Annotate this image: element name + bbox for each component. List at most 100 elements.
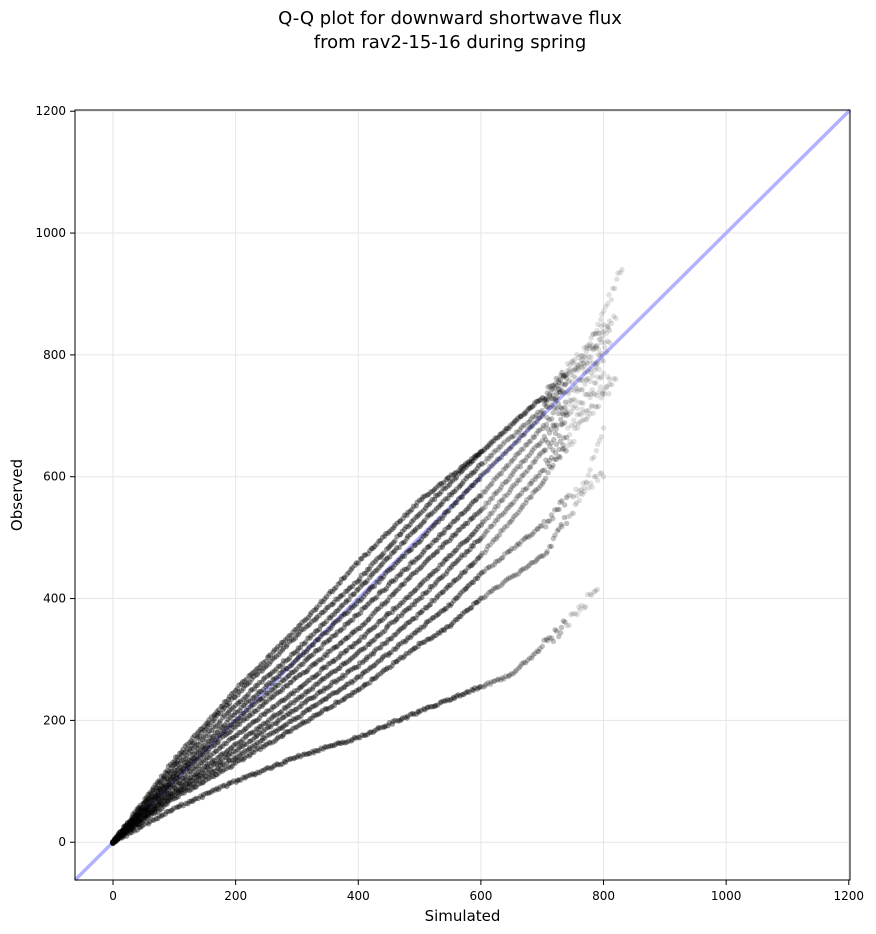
x-tick-label: 600	[469, 889, 492, 903]
data-point	[154, 793, 160, 800]
data-point	[587, 340, 593, 347]
data-point	[143, 812, 149, 819]
data-point	[304, 668, 310, 675]
data-point	[227, 729, 233, 735]
data-point	[194, 731, 200, 737]
data-point	[333, 667, 339, 674]
data-point	[498, 454, 505, 461]
data-point	[506, 520, 512, 526]
data-point	[295, 645, 302, 651]
data-point	[258, 688, 264, 695]
data-point	[140, 815, 146, 821]
data-point	[205, 720, 211, 726]
data-point	[541, 467, 548, 473]
data-point	[498, 431, 505, 438]
data-point	[223, 698, 229, 705]
data-point	[431, 486, 438, 493]
data-point	[422, 559, 428, 566]
data-point	[212, 742, 218, 748]
data-point	[481, 531, 488, 538]
data-point	[433, 595, 440, 601]
data-point	[547, 404, 553, 411]
data-point	[531, 445, 538, 451]
data-point	[216, 745, 223, 752]
data-point	[478, 522, 484, 528]
data-point	[149, 790, 155, 796]
data-point	[294, 656, 301, 662]
data-point	[611, 313, 617, 319]
data-point	[471, 454, 477, 461]
data-point	[520, 411, 527, 417]
data-point	[132, 813, 138, 820]
data-point	[536, 473, 542, 479]
data-point	[208, 743, 214, 750]
data-point	[476, 493, 482, 499]
data-point	[208, 752, 214, 759]
data-point	[249, 686, 255, 693]
data-point	[552, 380, 559, 387]
data-point	[546, 457, 553, 464]
data-point	[467, 546, 473, 553]
data-point	[147, 810, 154, 816]
data-point	[503, 463, 510, 469]
data-point	[381, 615, 388, 621]
data-point	[201, 773, 207, 779]
data-point	[463, 538, 470, 544]
data-point	[362, 580, 369, 586]
data-point	[541, 396, 548, 402]
data-point	[232, 718, 239, 725]
data-point	[485, 444, 491, 450]
data-point	[153, 785, 159, 791]
data-point	[257, 664, 263, 670]
data-point	[531, 420, 538, 427]
data-point	[109, 839, 116, 846]
data-point	[241, 678, 248, 684]
data-point	[206, 754, 212, 761]
data-point	[134, 815, 140, 822]
title-line-1: Q-Q plot for downward shortwave flux	[278, 8, 622, 29]
data-point	[215, 765, 222, 771]
data-point	[344, 610, 350, 616]
data-point	[403, 607, 410, 613]
data-point	[166, 778, 172, 784]
data-point	[450, 489, 456, 495]
data-point	[112, 838, 118, 844]
data-point	[122, 824, 129, 830]
data-point	[149, 796, 155, 803]
data-point	[113, 836, 120, 842]
data-point	[173, 790, 180, 796]
data-point	[501, 429, 507, 435]
data-point	[590, 390, 597, 396]
data-point	[555, 401, 562, 407]
data-point	[158, 801, 165, 808]
data-point	[234, 721, 241, 728]
data-point	[328, 602, 334, 608]
data-point	[456, 575, 462, 581]
data-point	[262, 711, 268, 717]
data-point	[247, 679, 253, 685]
data-point	[238, 751, 244, 757]
data-point	[594, 343, 600, 349]
data-point	[431, 551, 437, 557]
data-point	[344, 647, 350, 654]
data-point	[221, 713, 228, 719]
data-point	[372, 609, 378, 615]
data-point	[340, 660, 347, 667]
data-point	[591, 380, 598, 386]
data-point	[506, 489, 512, 496]
data-point	[587, 358, 593, 364]
data-point	[214, 712, 220, 719]
data-point	[253, 741, 260, 748]
data-point	[121, 827, 128, 834]
data-point	[516, 492, 523, 498]
data-point	[297, 628, 303, 635]
data-point	[253, 699, 259, 705]
data-point	[381, 550, 387, 556]
data-point	[261, 711, 267, 717]
data-point	[178, 783, 185, 790]
data-point	[276, 651, 282, 658]
data-point	[566, 369, 573, 376]
data-point	[129, 814, 135, 820]
data-point	[117, 832, 124, 838]
data-point	[244, 693, 250, 699]
